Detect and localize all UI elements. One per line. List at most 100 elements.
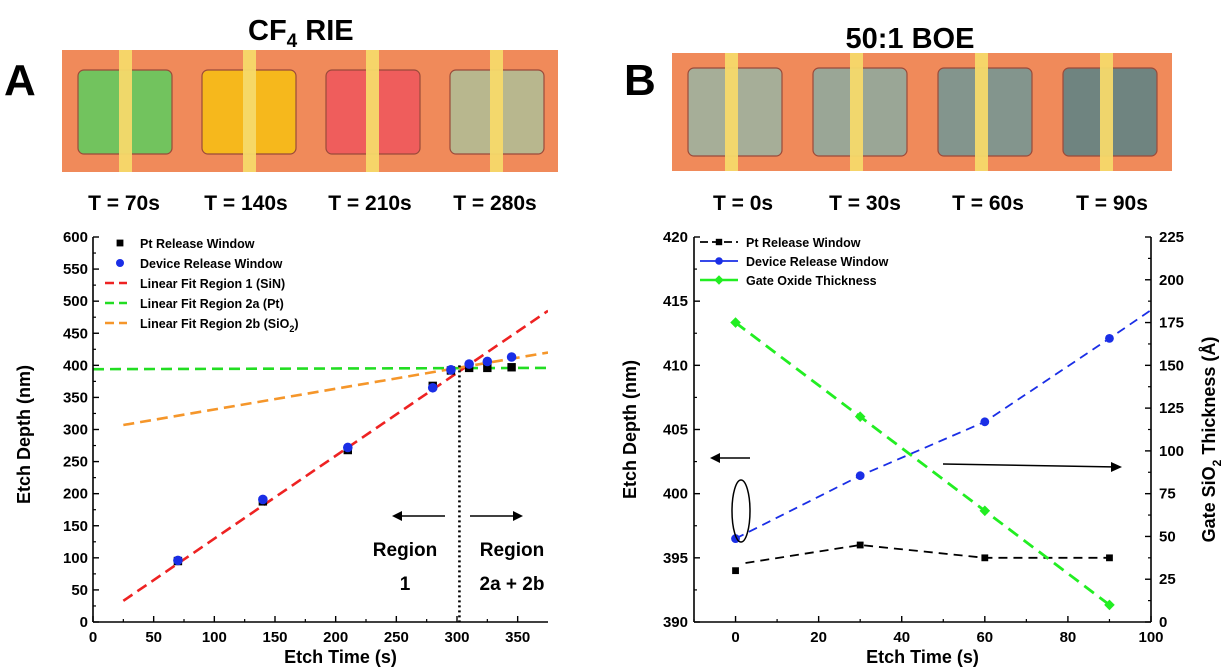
y-tick-label-12: 600 [63, 229, 88, 246]
legend-a-fit-label-2: Linear Fit Region 2a (Pt) [140, 297, 284, 311]
micrograph-b-1 [672, 53, 797, 171]
b-y2-tick-label-2: 50 [1159, 528, 1176, 545]
micrograph-b-3-electrode [975, 53, 988, 171]
chart-b-y-label: Etch Depth (nm) [620, 360, 640, 499]
chart-a-legend: Pt Release Window Device Release Window Li… [105, 237, 299, 334]
y-tick-label-2: 100 [63, 550, 88, 567]
axis-annotations [710, 453, 1122, 543]
micrograph-b-1-label: T = 0s [713, 192, 773, 215]
region-1-number: 1 [400, 574, 411, 595]
micrograph-a-4-electrode [490, 50, 503, 172]
series-1-point-7 [483, 363, 492, 373]
series-b-3-point-4 [1104, 599, 1115, 611]
b-y2-tick-label-9: 225 [1159, 229, 1184, 246]
micrograph-a-2-label: T = 140s [204, 192, 287, 215]
series-2-point-6 [464, 359, 474, 369]
b-x-tick-label-3: 60 [976, 629, 993, 646]
series-b-3-line [734, 321, 1111, 607]
legend-b-marker-1 [715, 238, 723, 246]
b-x-tick-label-1: 20 [810, 629, 827, 646]
y-tick-label-8: 400 [63, 357, 88, 374]
x-tick-label-3: 150 [262, 629, 287, 646]
region-1-label: Region [373, 540, 437, 561]
y-tick-label-11: 550 [63, 261, 88, 278]
chart-b: 3903954004054104154200255075100125150175… [620, 229, 1224, 667]
chart-a-y-label: Etch Depth (nm) [14, 365, 34, 504]
legend-b-label-1: Pt Release Window [746, 236, 861, 250]
micrograph-b-4-electrode [1100, 53, 1113, 171]
series-b-1-point-2 [856, 541, 864, 549]
panel-b-title: 50:1 BOE [846, 23, 975, 55]
series-2-point-7 [482, 356, 493, 367]
fit-line-2 [93, 366, 548, 371]
y-tick-label-9: 450 [63, 325, 88, 342]
micrograph-a-3-label: T = 210s [328, 192, 411, 215]
b-y-tick-label-2: 400 [663, 486, 688, 503]
b-y2-tick-label-8: 200 [1159, 272, 1184, 289]
panel-a-title: CF4 RIE [248, 15, 354, 52]
series-2-point-5 [446, 365, 456, 375]
micrograph-a-1-label: T = 70s [88, 192, 160, 215]
b-y-tick-label-1: 395 [663, 550, 688, 567]
chart-b-x-label: Etch Time (s) [866, 647, 979, 667]
legend-b-label-2: Device Release Window [746, 255, 889, 269]
b-y2-tick-label-7: 175 [1159, 315, 1184, 332]
x-tick-label-5: 250 [384, 629, 409, 646]
series-b-2-point-3 [980, 417, 990, 427]
series-2-point-1 [173, 555, 183, 566]
right-axis-arrowhead [1111, 462, 1122, 472]
chart-a-x-label: Etch Time (s) [284, 647, 397, 667]
chart-b-legend: Pt Release Window Device Release Window Ga… [700, 236, 889, 288]
x-tick-label-6: 300 [444, 629, 469, 646]
b-x-tick-label-0: 0 [731, 629, 739, 646]
y-tick-label-4: 200 [63, 486, 88, 503]
y-tick-label-7: 350 [63, 389, 88, 406]
series-b-1-point-3 [981, 554, 989, 562]
legend-a-label-1: Pt Release Window [140, 237, 255, 251]
b-y-tick-label-5: 415 [663, 293, 688, 310]
series-b-3-point-2 [854, 411, 866, 422]
b-y2-tick-label-3: 75 [1159, 486, 1176, 503]
b-y-tick-label-6: 420 [663, 229, 688, 246]
y-tick-label-5: 250 [63, 454, 88, 471]
legend-b-marker-3 [714, 275, 724, 285]
panel-b-micrographs [672, 53, 1172, 171]
series-b-3-point-1 [730, 317, 741, 328]
micrograph-a-3 [310, 50, 434, 172]
legend-b-marker-2 [715, 257, 723, 265]
micrograph-b-4-label: T = 90s [1076, 192, 1148, 215]
legend-a-label-2: Device Release Window [140, 257, 283, 271]
series-b-2-line [735, 309, 1151, 540]
b-x-tick-label-4: 80 [1060, 629, 1077, 646]
y-tick-label-10: 500 [63, 293, 88, 310]
series-b-2-point-4 [1105, 333, 1114, 343]
region-2-number: 2a + 2b [480, 574, 545, 595]
legend-a-marker-2 [116, 259, 124, 267]
series-2-point-4 [427, 382, 438, 393]
region-2-arrowhead [513, 511, 523, 521]
region-2-label: Region [480, 540, 544, 561]
x-tick-label-2: 100 [202, 629, 227, 646]
y-tick-label-3: 150 [63, 518, 88, 535]
legend-a-fit-label-3: Linear Fit Region 2b (SiO2) [140, 317, 299, 334]
x-tick-label-4: 200 [323, 629, 348, 646]
region-1-arrowhead [392, 511, 402, 521]
series-2-point-8 [506, 352, 517, 362]
b-y-tick-label-4: 410 [663, 357, 688, 374]
fit-line-1 [122, 309, 548, 602]
x-tick-label-1: 50 [145, 629, 162, 646]
micrograph-a-4 [434, 50, 558, 172]
micrograph-b-2 [797, 53, 922, 171]
micrograph-b-1-electrode [725, 53, 738, 171]
series-b-3-point-3 [979, 505, 991, 517]
b-x-tick-label-2: 40 [893, 629, 910, 646]
fit-line-3 [123, 351, 548, 427]
x-tick-label-7: 350 [505, 629, 530, 646]
micrograph-b-2-label: T = 30s [829, 192, 901, 215]
panel-b-letter: B [624, 56, 656, 105]
b-y2-tick-label-4: 100 [1159, 443, 1184, 460]
b-y-tick-label-0: 390 [663, 614, 688, 631]
micrograph-a-4-label: T = 280s [453, 192, 536, 215]
series-2-point-3 [343, 442, 353, 453]
